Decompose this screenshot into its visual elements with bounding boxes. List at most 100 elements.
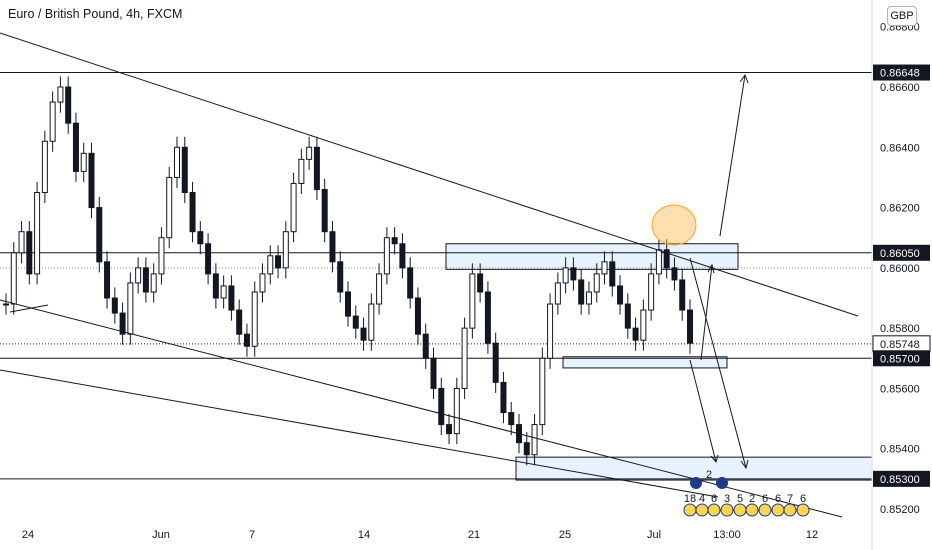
candle-body [290, 182, 297, 233]
candle-body [329, 231, 336, 263]
event-count: 2 [749, 493, 755, 505]
candle-body [601, 261, 608, 275]
y-tick-label: 0.85200 [880, 504, 920, 516]
candle-body [617, 285, 624, 305]
projection-arrow-down-1[interactable] [689, 257, 749, 470]
event-marker [683, 503, 697, 517]
level-price-label: 0.85300 [880, 474, 920, 486]
y-tick-label: 0.86400 [880, 142, 920, 154]
candle-body [236, 309, 243, 335]
projection-arrow-up[interactable] [719, 73, 749, 237]
event-icon [690, 477, 702, 489]
level-price-label: 0.86648 [880, 68, 920, 80]
candle-body [57, 86, 64, 103]
candle-body [523, 442, 530, 456]
economic-events[interactable]: 18 4 6 3 5 2 6 6 7 62 [683, 469, 810, 517]
candle-body [368, 303, 375, 341]
event-marker [733, 503, 747, 517]
x-tick-label: 24 [22, 529, 34, 541]
candle-body [383, 237, 390, 275]
event-count: 18 [684, 493, 696, 505]
candle-body [430, 357, 437, 389]
candle-body [391, 237, 398, 245]
event-count: 6 [800, 493, 806, 505]
currency-button[interactable]: GBP [887, 6, 917, 26]
price-axis[interactable]: 0.85200 0.85400 0.85600 0.85800 0.86000 0.862… [871, 0, 931, 550]
candle-body [104, 261, 111, 299]
x-tick-label: Jul [647, 529, 661, 541]
candle-body [321, 188, 328, 233]
short-line[interactable] [9, 304, 49, 313]
candle-body [205, 243, 212, 275]
event-count: 4 [699, 493, 705, 505]
candle-body [220, 285, 227, 299]
candle-body [399, 243, 406, 269]
candle-body [446, 424, 453, 435]
event-marker [720, 503, 734, 517]
event-count: 6 [711, 493, 717, 505]
candle-body [578, 279, 585, 305]
y-tick-label: 0.85600 [880, 383, 920, 395]
candle-body [275, 255, 282, 269]
candle-body [655, 249, 662, 275]
candle-body [267, 255, 274, 275]
candle-body [127, 282, 134, 335]
trendline-upper[interactable] [0, 32, 859, 317]
projection-arrow-mid[interactable] [689, 263, 719, 464]
candle-body [562, 267, 569, 284]
candle-body [648, 273, 655, 311]
candle-body [345, 291, 351, 317]
zone-layer [445, 243, 873, 481]
time-axis[interactable]: 24 Jun 7 14 21 25 Jul 13:00 12 [22, 529, 818, 541]
candle-body [181, 146, 188, 194]
candle-body [228, 285, 235, 311]
candle-body [671, 267, 678, 281]
candle-body [96, 207, 103, 263]
level-price-tag [873, 470, 930, 487]
candle-body [570, 267, 577, 281]
candle-body [508, 412, 515, 426]
x-tick-label: Jun [152, 529, 170, 541]
candle-body [10, 252, 17, 305]
candle-body [72, 122, 79, 172]
candle-body [111, 297, 118, 314]
candle-body [80, 152, 87, 172]
event-count: 5 [737, 493, 743, 505]
candle-body [609, 261, 616, 287]
event-count: 6 [762, 493, 768, 505]
candle-body [352, 315, 359, 329]
highlight-ellipse[interactable] [651, 204, 697, 246]
candle-body [49, 101, 56, 142]
x-tick-label: 25 [559, 529, 571, 541]
candle-body [34, 192, 41, 275]
candle-body [158, 237, 165, 275]
level-price-label: 0.85700 [880, 353, 920, 365]
y-tick-label: 0.86000 [880, 263, 920, 275]
candle-body [422, 333, 429, 359]
trendline-drawings[interactable] [0, 32, 859, 518]
trendline-lower-2[interactable] [0, 369, 719, 498]
level-price-tag [873, 64, 930, 81]
x-tick-label: 7 [249, 529, 255, 541]
candle-body [337, 261, 344, 293]
y-tick-label: 0.86200 [880, 203, 920, 215]
event-marker [707, 503, 721, 517]
trendline-lower-1[interactable] [0, 299, 843, 518]
candle-body [469, 273, 476, 329]
level-price-tag [873, 350, 930, 367]
event-marker [758, 503, 772, 517]
candle-body [539, 357, 546, 426]
event-icon [716, 477, 728, 489]
candle-body [438, 387, 445, 426]
event-marker [745, 503, 759, 517]
candle-body [477, 273, 484, 293]
candle-body [3, 303, 9, 306]
y-tick-label: 0.85400 [880, 444, 920, 456]
candle-body [88, 152, 95, 209]
candle-body [414, 297, 421, 335]
x-tick-label: 21 [468, 529, 480, 541]
candle-body [547, 303, 554, 359]
candle-body [663, 249, 670, 269]
candle-body [189, 192, 196, 233]
